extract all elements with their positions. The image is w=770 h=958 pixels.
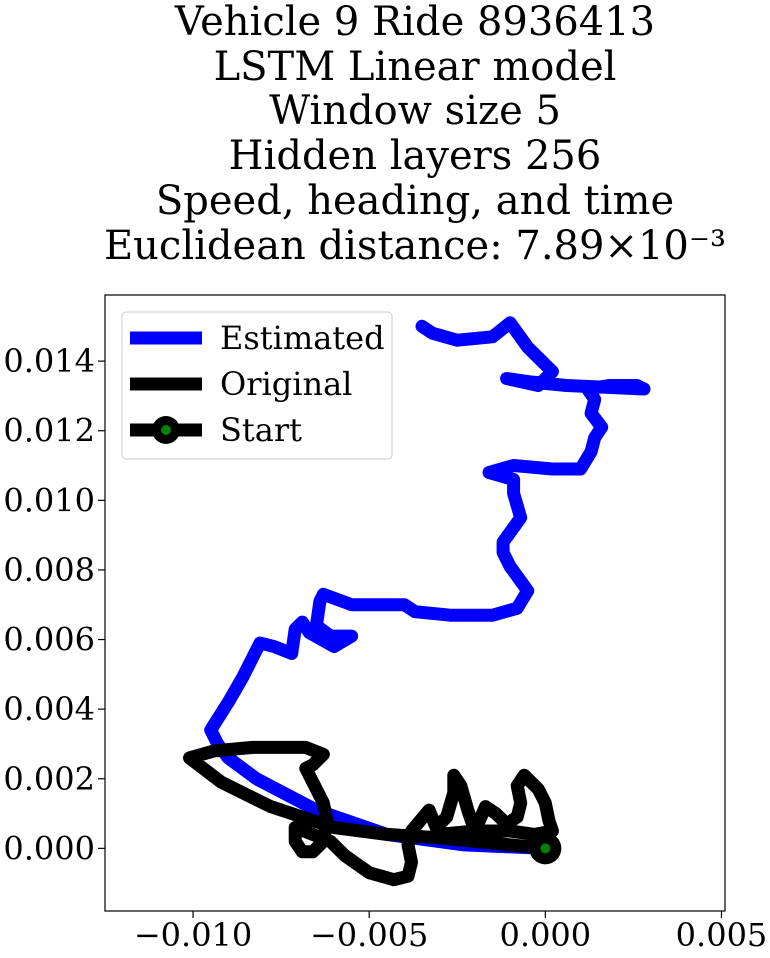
y-tick-label: 0.000 [3, 829, 95, 867]
chart-title: Vehicle 9 Ride 8936413 LSTM Linear model… [0, 0, 770, 268]
y-tick-label: 0.014 [3, 342, 95, 380]
series-layer [183, 316, 651, 887]
x-tick-label: −0.010 [134, 916, 252, 954]
y-tick-label: 0.010 [3, 481, 95, 519]
legend-start-label: Start [220, 411, 302, 449]
y-tick-label: 0.002 [3, 760, 95, 798]
y-tick-label: 0.008 [3, 551, 95, 589]
start-marker-center [540, 843, 551, 854]
x-tick-label: −0.005 [310, 916, 428, 954]
title-line-2: LSTM Linear model [213, 43, 617, 90]
y-tick-label: 0.004 [3, 690, 95, 728]
x-tick-label: 0.005 [676, 916, 768, 954]
y-tick-label: 0.012 [3, 412, 95, 450]
plot-frame [104, 294, 726, 912]
series-line-estimated [204, 316, 651, 855]
legend-original-label: Original [220, 365, 352, 403]
title-line-1: Vehicle 9 Ride 8936413 [174, 0, 656, 45]
x-tick-label: 0.000 [500, 916, 592, 954]
title-line-6: Euclidean distance: 7.89×10⁻³ [103, 222, 727, 269]
series-line-original [183, 740, 559, 887]
title-line-4: Hidden layers 256 [228, 133, 602, 180]
title-line-3: Window size 5 [269, 88, 561, 135]
y-tick-label: 0.006 [3, 621, 95, 659]
title-line-5: Speed, heading, and time [155, 177, 675, 224]
legend-estimated-label: Estimated [220, 319, 385, 357]
legend-box [121, 311, 393, 460]
legend-start-marker-center [161, 425, 171, 435]
ticks-layer: −0.010 −0.005 0.000 0.005 0.000 0.002 0.004 0.0… [3, 342, 767, 954]
legend: Estimated Original Start [121, 311, 393, 460]
